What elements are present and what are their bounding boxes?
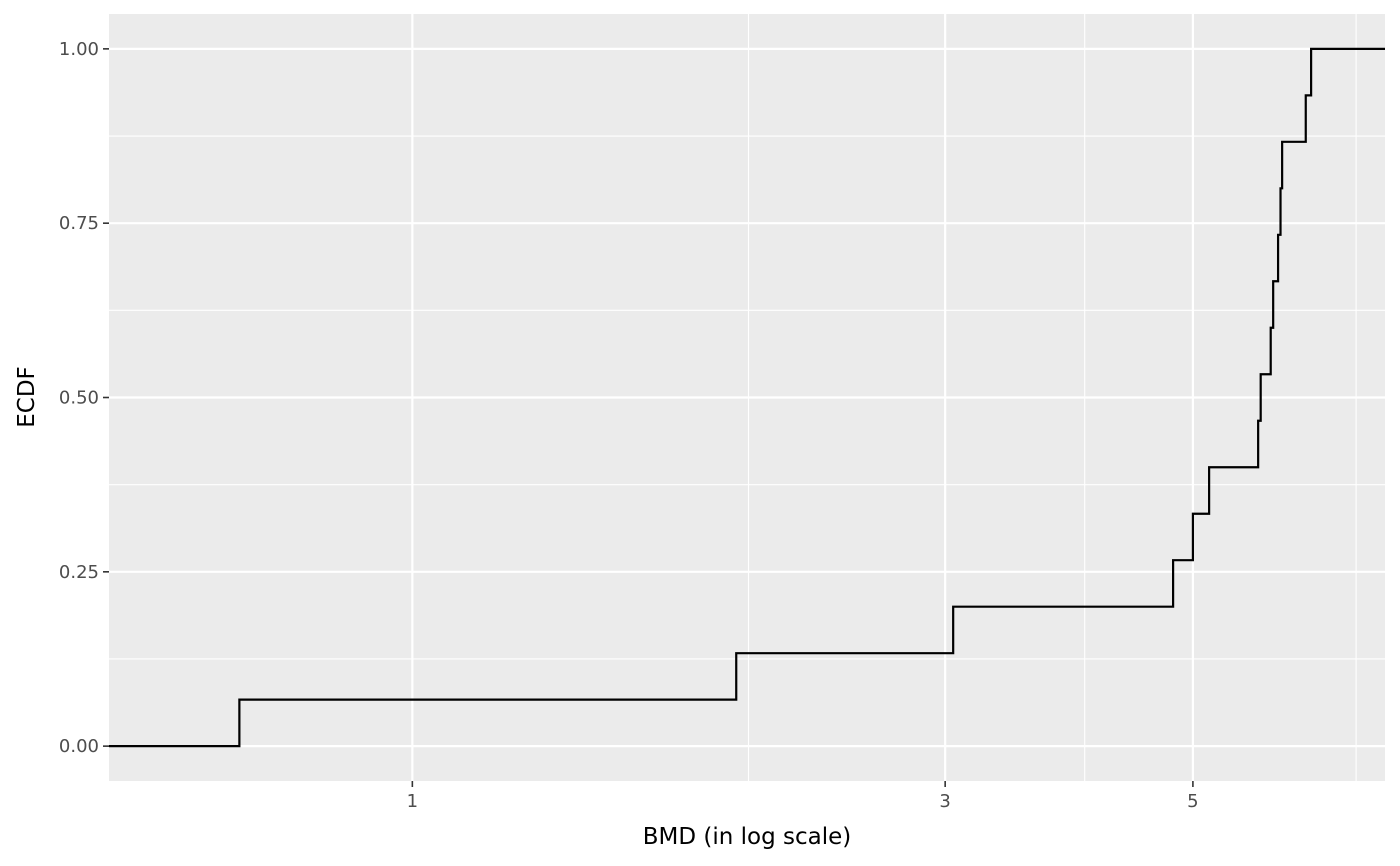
x-axis-title: BMD (in log scale) [643,824,852,850]
y-tick-label: 0.25 [59,562,99,583]
y-tick-label: 0.00 [59,736,99,757]
x-tick-label: 5 [1187,791,1198,812]
y-axis-title: ECDF [14,366,40,428]
y-tick-label: 1.00 [59,39,99,60]
x-tick-label: 1 [407,791,418,812]
y-axis-ticks: 0.00 0.25 0.50 0.75 1.00 [59,39,109,757]
y-tick-label: 0.50 [59,388,99,409]
ecdf-step-line [109,47,1385,748]
y-tick-label: 0.75 [59,213,99,234]
x-axis-ticks: 1 3 5 [407,781,1199,812]
x-tick-label: 3 [939,791,950,812]
major-gridlines [109,14,1385,781]
